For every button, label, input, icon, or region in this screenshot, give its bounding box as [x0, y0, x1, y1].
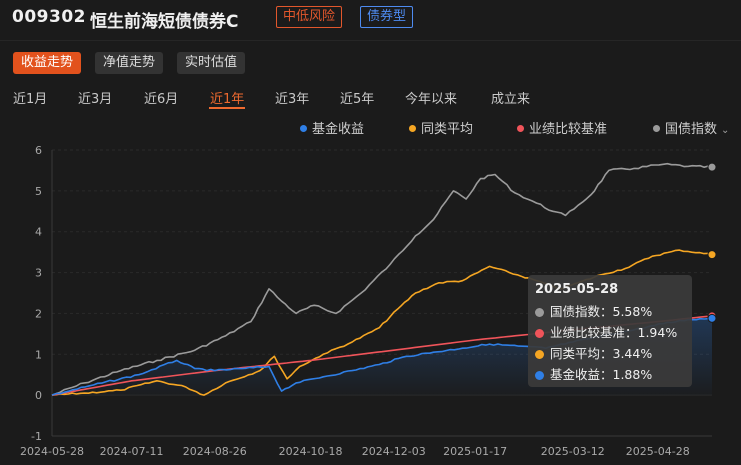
- tooltip-value: 同类平均：3.44%: [550, 346, 653, 361]
- x-tick-label: 2024-05-28: [20, 445, 84, 458]
- legend-label: 国债指数: [665, 122, 718, 137]
- active-tab-underline: [209, 107, 245, 109]
- tooltip-swatch: [535, 371, 544, 380]
- tooltip-row-benchmark: 业绩比较基准：1.94%: [535, 322, 692, 343]
- y-tick-label: -1: [31, 430, 42, 443]
- period-tab-5y[interactable]: 近5年: [340, 92, 375, 107]
- x-tick-label: 2025-03-12: [541, 445, 605, 458]
- tooltip-row-peer-average: 同类平均：3.44%: [535, 343, 692, 364]
- fund-header: 009302 恒生前海短债债券C 中低风险 债券型: [0, 0, 741, 38]
- header-divider: [0, 40, 741, 41]
- y-tick-label: 2: [35, 307, 42, 320]
- tooltip-swatch: [535, 308, 544, 317]
- tooltip-swatch: [535, 329, 544, 338]
- risk-level-badge: 中低风险: [276, 6, 343, 28]
- period-tab-3y[interactable]: 近3年: [275, 92, 310, 107]
- chevron-down-icon[interactable]: ⌄: [721, 125, 730, 136]
- x-tick-label: 2024-10-18: [279, 445, 343, 458]
- tooltip-row-treasury: 国债指数：5.58%: [535, 301, 692, 322]
- view-tabs: 收益走势 净值走势 实时估值: [13, 52, 246, 74]
- period-tab-1y[interactable]: 近1年: [210, 92, 245, 107]
- period-tab-6m[interactable]: 近6月: [144, 92, 179, 107]
- x-tick-label: 2025-01-17: [443, 445, 507, 458]
- chart-legend: 基金收益 同类平均 业绩比较基准 国债指数 ⌄: [0, 118, 741, 137]
- x-tick-label: 2024-12-03: [362, 445, 426, 458]
- period-tab-ytd[interactable]: 今年以来: [405, 92, 458, 107]
- fund-name: 恒生前海短债债券C: [90, 12, 239, 32]
- series-end-marker: [707, 313, 717, 323]
- x-tick-label: 2024-08-26: [183, 445, 247, 458]
- y-tick-label: 4: [35, 226, 42, 239]
- period-tab-since-inception[interactable]: 成立来: [491, 92, 531, 107]
- series-end-marker: [707, 250, 717, 260]
- series-end-marker: [707, 162, 717, 172]
- tooltip-value: 基金收益：1.88%: [550, 367, 653, 382]
- tooltip-value: 国债指数：5.58%: [550, 304, 653, 319]
- legend-peer-average[interactable]: 同类平均: [409, 118, 473, 137]
- series-line-0[interactable]: [51, 162, 713, 396]
- legend-treasury-index[interactable]: 国债指数 ⌄: [653, 118, 729, 137]
- legend-swatch: [409, 125, 416, 132]
- fund-type-badge: 债券型: [360, 6, 414, 28]
- legend-swatch: [300, 125, 307, 132]
- legend-label: 业绩比较基准: [529, 122, 608, 137]
- y-tick-label: 3: [35, 267, 42, 280]
- legend-label: 基金收益: [312, 122, 365, 137]
- legend-swatch: [517, 125, 524, 132]
- fund-code: 009302: [12, 7, 86, 27]
- y-tick-label: 6: [35, 144, 42, 157]
- chart-tooltip: 2025-05-28 国债指数：5.58% 业绩比较基准：1.94% 同类平均：…: [528, 275, 692, 387]
- legend-label: 同类平均: [421, 122, 474, 137]
- tooltip-value: 业绩比较基准：1.94%: [550, 325, 678, 340]
- tab-realtime-estimate[interactable]: 实时估值: [177, 52, 246, 74]
- legend-fund-return[interactable]: 基金收益: [300, 118, 364, 137]
- y-tick-label: 5: [35, 185, 42, 198]
- legend-benchmark[interactable]: 业绩比较基准: [517, 118, 607, 137]
- period-tab-1m[interactable]: 近1月: [13, 92, 48, 107]
- tooltip-row-fund-return: 基金收益：1.88%: [535, 364, 692, 385]
- period-tab-3m[interactable]: 近3月: [78, 92, 113, 107]
- tooltip-date: 2025-05-28: [535, 282, 619, 297]
- tab-nav-trend[interactable]: 净值走势: [95, 52, 164, 74]
- y-tick-label: 0: [35, 389, 42, 402]
- y-tick-label: 1: [35, 348, 42, 361]
- tooltip-swatch: [535, 350, 544, 359]
- legend-swatch: [653, 125, 660, 132]
- x-tick-label: 2024-07-11: [100, 445, 164, 458]
- tab-return-trend[interactable]: 收益走势: [13, 52, 82, 74]
- series-line-1[interactable]: [51, 249, 713, 396]
- x-tick-label: 2025-04-28: [626, 445, 690, 458]
